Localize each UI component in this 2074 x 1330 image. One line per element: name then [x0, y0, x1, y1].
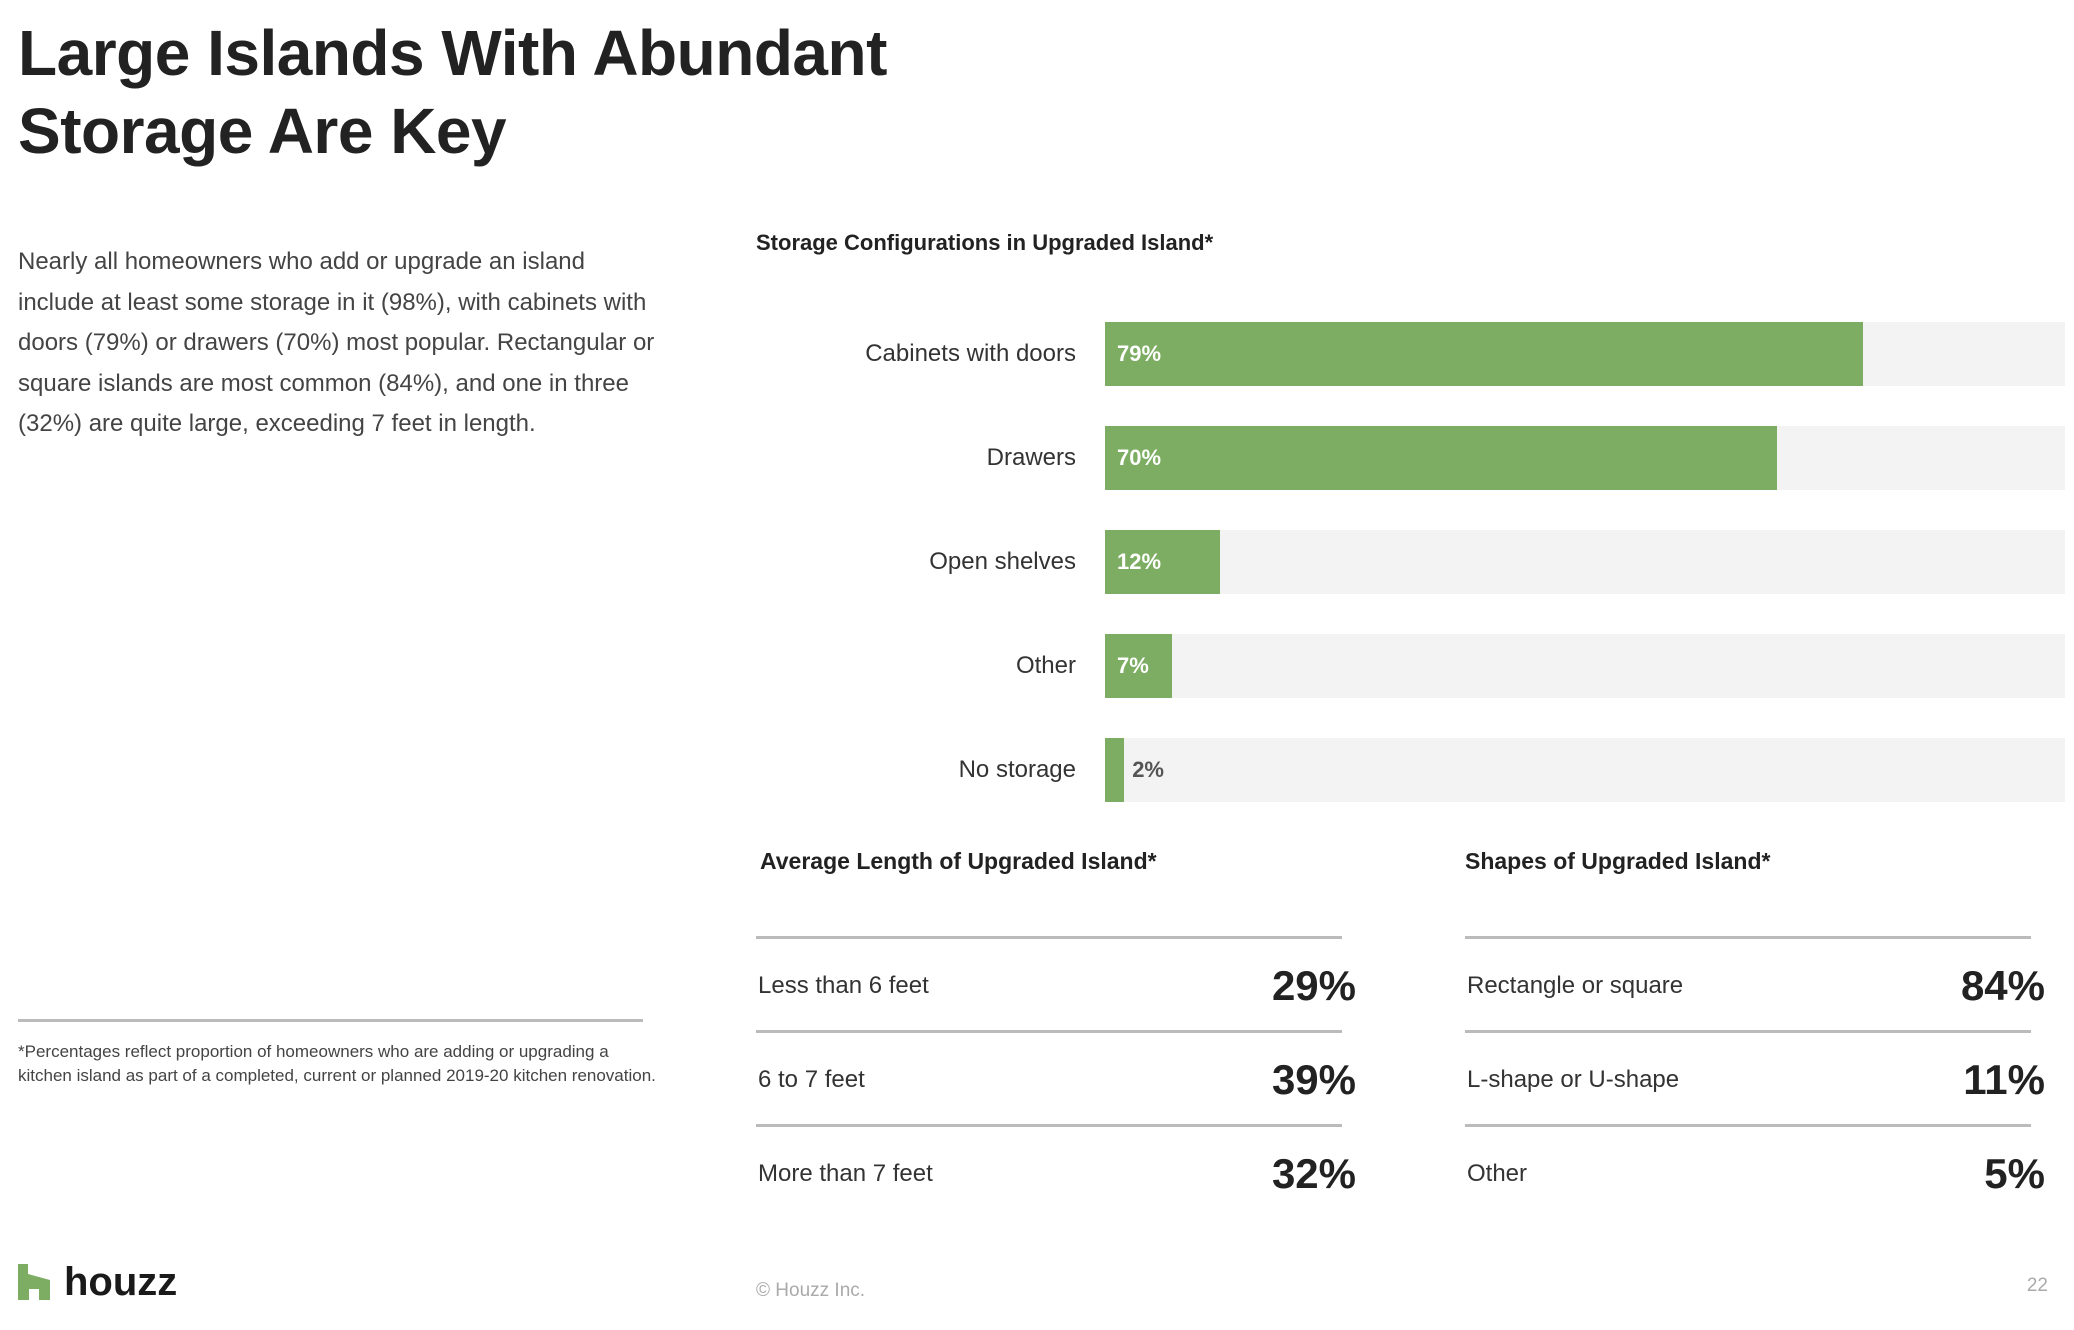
- logo-wordmark: houzz: [64, 1260, 178, 1304]
- table-row: Rectangle or square 84%: [1465, 942, 2045, 1030]
- bar-row: Drawers 70%: [756, 426, 2066, 490]
- length-table: Less than 6 feet 29% 6 to 7 feet 39% More th…: [756, 936, 1356, 1206]
- bar: [1105, 634, 1173, 698]
- houzz-logo: houzz: [18, 1262, 177, 1302]
- page-title-line-2: Storage Are Key: [18, 95, 507, 167]
- row-divider: [756, 936, 1342, 939]
- bar-row: No storage 2%: [756, 738, 2066, 802]
- bar-row: Open shelves 12%: [756, 530, 2066, 594]
- bar-value-label: 70%: [1117, 445, 1162, 470]
- footnote: *Percentages reflect proportion of homeo…: [18, 1042, 656, 1085]
- bar-track: 12%: [1105, 530, 2065, 594]
- bar: [1105, 738, 1125, 802]
- bar: [1105, 426, 1777, 490]
- bar-track: 70%: [1105, 426, 2065, 490]
- row-label: More than 7 feet: [758, 1160, 933, 1187]
- bar-value-label: 7%: [1117, 653, 1149, 678]
- length-table-title: Average Length of Upgraded Island*: [760, 848, 1157, 874]
- row-value: 32%: [1271, 1150, 1356, 1197]
- bar-value-label: 2%: [1132, 757, 1164, 782]
- row-divider: [1465, 1124, 2031, 1127]
- row-label: L-shape or U-shape: [1467, 1066, 1680, 1093]
- page-title-line-1: Large Islands With Abundant: [18, 17, 887, 89]
- row-value: 5%: [1984, 1150, 2045, 1197]
- bar-value-label: 12%: [1117, 549, 1162, 574]
- bar-track: 7%: [1105, 634, 2065, 698]
- copyright: © Houzz Inc.: [756, 1280, 866, 1301]
- intro-paragraph: Nearly all homeowners who add or upgrade…: [18, 248, 655, 437]
- row-value: 84%: [1960, 962, 2045, 1009]
- bar-track: 2%: [1105, 738, 2065, 802]
- table-row: Other 5%: [1465, 1130, 2045, 1218]
- row-label: Less than 6 feet: [758, 972, 929, 999]
- bar: [1105, 322, 1864, 386]
- table-row: Less than 6 feet 29%: [756, 942, 1356, 1030]
- shapes-table-title: Shapes of Upgraded Island*: [1465, 848, 1771, 874]
- row-label: Rectangle or square: [1467, 972, 1684, 999]
- houzz-house-icon: [18, 1264, 50, 1300]
- bar-row: Cabinets with doors 79%: [756, 322, 2066, 386]
- bar-row: Other 7%: [756, 634, 2066, 698]
- row-divider: [1465, 1030, 2031, 1033]
- row-label: Other: [1467, 1160, 1528, 1187]
- table-row: More than 7 feet 32%: [756, 1130, 1356, 1218]
- row-divider: [756, 1030, 1342, 1033]
- storage-chart-title: Storage Configurations in Upgraded Islan…: [756, 230, 1214, 255]
- bar-category-label: Cabinets with doors: [865, 340, 1076, 367]
- row-value: 29%: [1271, 962, 1356, 1009]
- page-title: Large Islands With Abundant Storage Are …: [18, 14, 887, 170]
- bar-category-label: No storage: [958, 756, 1076, 783]
- page-number: 22: [2026, 1275, 2048, 1296]
- row-divider: [1465, 936, 2031, 939]
- row-label: 6 to 7 feet: [758, 1066, 865, 1093]
- row-value: 39%: [1271, 1056, 1356, 1103]
- row-value: 11%: [1963, 1056, 2045, 1103]
- bar-track: 79%: [1105, 322, 2065, 386]
- bar: [1105, 530, 1221, 594]
- bar-category-label: Other: [1015, 652, 1076, 679]
- row-divider: [756, 1124, 1342, 1127]
- bar-category-label: Open shelves: [929, 548, 1076, 575]
- footnote-divider: [18, 1019, 643, 1022]
- table-row: 6 to 7 feet 39%: [756, 1036, 1356, 1124]
- bar-category-label: Drawers: [986, 444, 1076, 471]
- bar-value-label: 79%: [1117, 341, 1162, 366]
- table-row: L-shape or U-shape 11%: [1465, 1036, 2045, 1124]
- shapes-table: Rectangle or square 84% L-shape or U-shape…: [1465, 936, 2045, 1206]
